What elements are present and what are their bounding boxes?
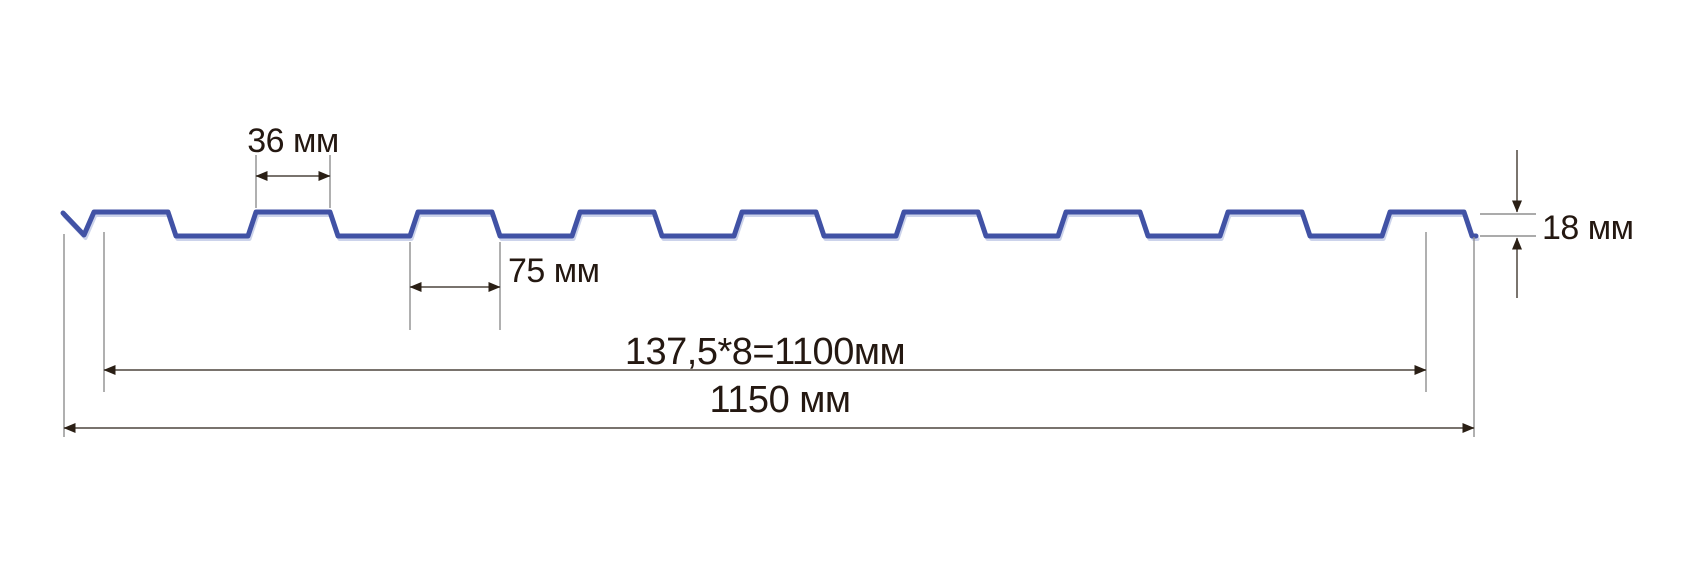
- sheet-profile-outline: [60, 209, 1479, 239]
- rib-top-width-label: 36 мм: [247, 122, 339, 160]
- dim-rib-base-width: 75 мм: [409, 242, 600, 330]
- working-width-label: 137,5*8=1100мм: [625, 331, 905, 373]
- rib-base-width-label: 75 мм: [508, 252, 600, 290]
- dim-rib-top-width: 36 мм: [247, 122, 339, 208]
- overall-width-label: 1150 мм: [709, 379, 850, 421]
- profile-height-label: 18 мм: [1542, 209, 1634, 247]
- dim-working-width: 137,5*8=1100мм: [103, 232, 1427, 392]
- dim-overall-width: 1150 мм: [63, 234, 1475, 437]
- dim-profile-height: 18 мм: [1480, 150, 1634, 298]
- sheet-profile-shadow: [62, 213, 1480, 241]
